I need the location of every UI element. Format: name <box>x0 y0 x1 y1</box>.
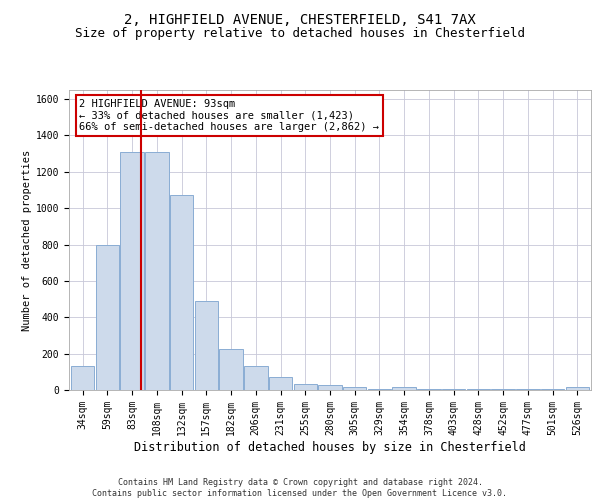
Bar <box>95 244 119 390</box>
Y-axis label: Number of detached properties: Number of detached properties <box>22 150 32 330</box>
Text: 2 HIGHFIELD AVENUE: 93sqm
← 33% of detached houses are smaller (1,423)
66% of se: 2 HIGHFIELD AVENUE: 93sqm ← 33% of detac… <box>79 99 379 132</box>
Bar <box>417 389 441 390</box>
Bar <box>219 349 243 390</box>
Bar <box>194 301 218 390</box>
Bar <box>293 384 317 390</box>
Text: Size of property relative to detached houses in Chesterfield: Size of property relative to detached ho… <box>75 28 525 40</box>
Text: 2, HIGHFIELD AVENUE, CHESTERFIELD, S41 7AX: 2, HIGHFIELD AVENUE, CHESTERFIELD, S41 7… <box>124 12 476 26</box>
Bar <box>318 386 342 390</box>
Text: Contains HM Land Registry data © Crown copyright and database right 2024.
Contai: Contains HM Land Registry data © Crown c… <box>92 478 508 498</box>
Bar <box>491 389 515 390</box>
Bar <box>566 388 589 390</box>
Bar <box>121 152 144 390</box>
X-axis label: Distribution of detached houses by size in Chesterfield: Distribution of detached houses by size … <box>134 440 526 454</box>
Bar <box>244 366 268 390</box>
Bar <box>343 388 367 390</box>
Bar <box>269 378 292 390</box>
Bar <box>467 389 490 390</box>
Bar <box>392 388 416 390</box>
Bar <box>71 366 94 390</box>
Bar <box>145 152 169 390</box>
Bar <box>541 389 565 390</box>
Bar <box>516 389 539 390</box>
Bar <box>368 389 391 390</box>
Bar <box>442 389 466 390</box>
Bar <box>170 196 193 390</box>
